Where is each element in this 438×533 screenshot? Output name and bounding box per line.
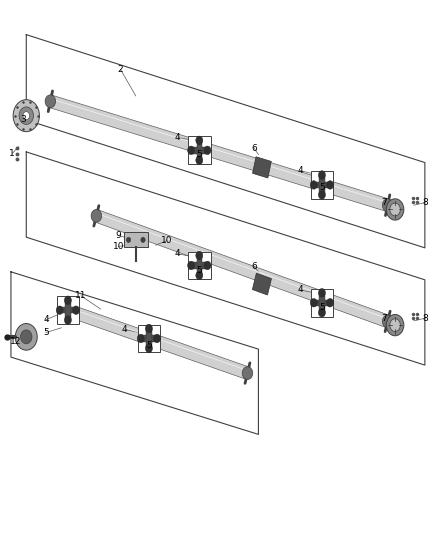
Polygon shape [314,300,330,306]
Polygon shape [95,209,389,328]
Circle shape [327,181,334,189]
Circle shape [19,107,33,125]
Bar [57,296,79,324]
Text: 1: 1 [9,149,15,158]
Polygon shape [314,182,330,188]
Text: 2: 2 [118,65,123,74]
Circle shape [386,314,404,336]
Circle shape [382,199,393,212]
Circle shape [73,306,80,314]
Polygon shape [141,335,157,342]
Text: 9: 9 [115,231,121,240]
Text: 5: 5 [319,303,325,311]
Circle shape [13,100,39,132]
Circle shape [45,95,56,108]
Circle shape [137,334,144,343]
Polygon shape [60,307,76,313]
Circle shape [390,319,400,332]
Polygon shape [197,140,202,160]
Polygon shape [191,147,208,154]
Text: 4: 4 [297,166,303,175]
Bar [311,171,333,199]
Circle shape [196,251,203,260]
Circle shape [318,288,325,297]
Circle shape [390,203,400,216]
Circle shape [64,316,71,325]
Circle shape [204,261,211,270]
Text: 6: 6 [251,262,257,271]
Circle shape [318,309,325,317]
Polygon shape [252,273,272,295]
Bar [124,232,148,247]
Text: 5: 5 [196,150,202,159]
Circle shape [310,298,317,307]
Text: 8: 8 [422,314,428,322]
Text: 4: 4 [175,133,180,142]
Circle shape [56,306,63,314]
Circle shape [318,191,325,199]
Text: 5: 5 [196,266,202,275]
Text: 6: 6 [251,144,257,152]
Polygon shape [67,304,249,379]
Circle shape [196,136,203,144]
Text: 4: 4 [175,249,180,258]
Circle shape [21,330,32,344]
Text: 4: 4 [43,316,49,324]
Circle shape [91,209,102,222]
Text: 8: 8 [422,198,428,207]
Polygon shape [197,255,202,276]
Circle shape [23,112,29,120]
Text: 12: 12 [10,337,21,345]
Circle shape [187,261,194,270]
Bar [188,252,211,279]
Text: 3: 3 [20,116,26,124]
Text: 4: 4 [297,286,303,294]
Circle shape [154,334,161,343]
Bar [311,289,333,317]
Circle shape [386,199,404,220]
Circle shape [64,296,71,304]
Circle shape [318,171,325,179]
Polygon shape [49,95,389,212]
Circle shape [382,315,393,328]
Polygon shape [191,262,208,269]
Bar [138,325,160,352]
Circle shape [145,344,152,353]
Text: 10: 10 [113,242,124,251]
Polygon shape [253,157,271,178]
Circle shape [196,271,203,280]
Text: 5: 5 [146,341,152,350]
Text: 5: 5 [43,328,49,337]
Circle shape [196,156,203,165]
Text: 4: 4 [122,325,127,334]
Text: 10: 10 [161,237,172,245]
Circle shape [141,237,145,243]
Text: 11: 11 [75,292,87,300]
Circle shape [145,324,152,333]
Circle shape [126,237,131,243]
Circle shape [15,324,37,350]
Circle shape [242,367,253,379]
Polygon shape [319,175,325,195]
Polygon shape [319,293,325,313]
Polygon shape [65,300,71,320]
Bar [188,136,211,164]
Polygon shape [146,328,152,349]
Text: 7: 7 [381,198,388,207]
Circle shape [327,298,334,307]
Circle shape [310,181,317,189]
Circle shape [204,146,211,155]
Text: 5: 5 [319,183,325,192]
Text: 7: 7 [381,314,388,322]
Circle shape [187,146,194,155]
